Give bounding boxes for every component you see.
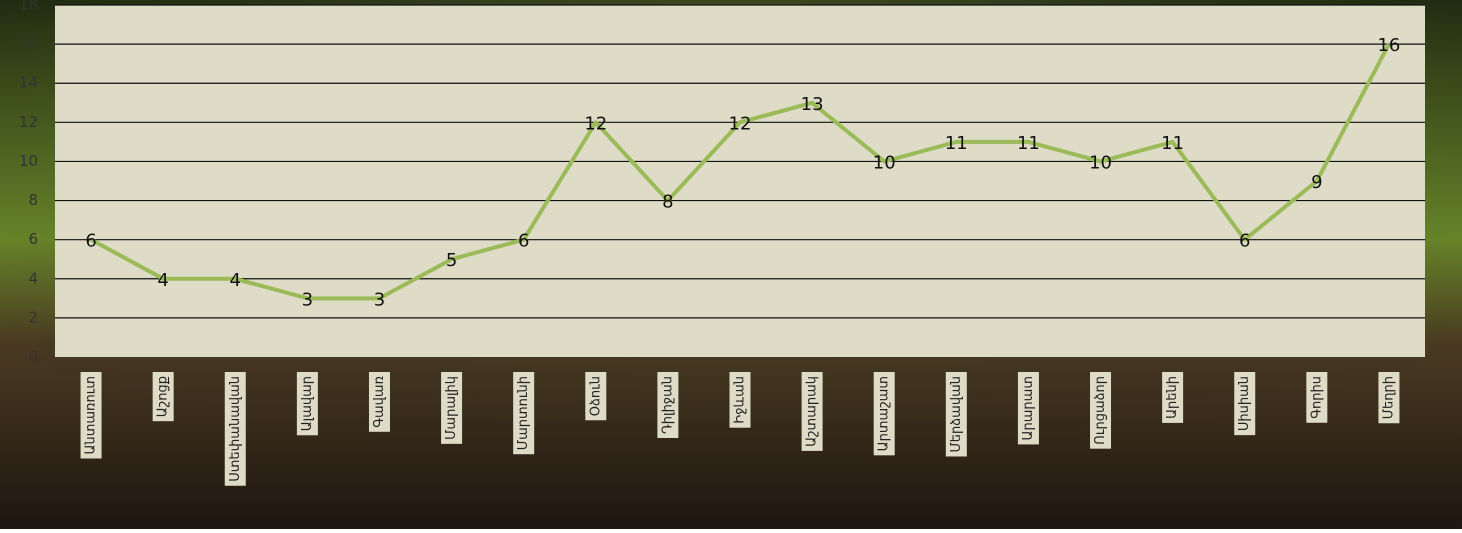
y-tick-label: 0 (28, 348, 38, 366)
y-tick-label: 12 (19, 113, 38, 131)
x-tick-group: Իջևան (729, 372, 751, 428)
x-tick-label: Օձուն (588, 376, 603, 416)
data-label: 11 (1161, 133, 1184, 154)
y-tick-label: 8 (28, 191, 38, 209)
y-tick-label: 6 (28, 230, 38, 248)
data-label: 11 (1017, 133, 1040, 154)
x-tick-label: Մարտունի (516, 376, 531, 450)
x-tick-label: Անտառուտ (84, 376, 99, 455)
x-tick-box (513, 372, 535, 455)
x-tick-label: Դիլիջան (660, 376, 675, 434)
x-tick-group: Աշոցք (152, 372, 174, 422)
line (90, 43, 1391, 301)
x-tick-label: Մարալիկ (444, 376, 459, 440)
x-tick-group: Մեղրի (1378, 372, 1400, 424)
x-tick-box (1234, 372, 1256, 436)
x-tick-box (729, 372, 751, 428)
x-tick-box (224, 372, 246, 486)
x-tick-group: Անտառուտ (80, 372, 102, 459)
x-tick-label: Արտաշատ (877, 376, 892, 451)
x-tick-label: Մեղրի (1381, 376, 1396, 419)
data-label: 5 (446, 250, 457, 271)
data-label: 6 (85, 231, 96, 252)
x-tick-group: Գավառ (368, 372, 390, 432)
x-tick-label: Ալավար (300, 376, 315, 431)
plot-area (55, 5, 1425, 357)
x-tick-group: Ստեփանավան (224, 372, 246, 486)
data-label: 3 (374, 289, 385, 310)
x-tick-box (296, 372, 318, 436)
data-label: 4 (157, 270, 168, 291)
x-tick-group: Ուրցաձոր (1090, 372, 1112, 449)
x-tick-group: Աշտարակ (801, 372, 823, 451)
data-label: 8 (662, 192, 673, 213)
y-tick-label: 4 (28, 269, 38, 287)
x-tick-box (945, 372, 967, 457)
x-tick-box (1162, 372, 1184, 423)
x-tick-box (585, 372, 607, 421)
x-tick-group: Արարատ (1017, 372, 1039, 445)
x-tick-label: Մերձավան (949, 376, 964, 452)
y-tick-label: 14 (19, 74, 38, 92)
x-tick-box (873, 372, 895, 456)
x-tick-box (801, 372, 823, 451)
x-tick-label: Իջևան (733, 376, 748, 424)
x-tick-group: Մերձավան (945, 372, 967, 457)
y-tick-label: 16 (19, 35, 38, 53)
data-label: 9 (1311, 172, 1322, 193)
y-tick-label: 2 (28, 308, 38, 326)
x-tick-box (1090, 372, 1112, 449)
data-label: 11 (945, 133, 968, 154)
x-tick-box (657, 372, 679, 438)
data-label: 6 (518, 231, 529, 252)
x-tick-label: Արարատ (1021, 376, 1036, 440)
x-tick-box (1306, 372, 1328, 423)
y-tick-label: 18 (19, 0, 38, 14)
x-tick-label: Գավառ (372, 376, 387, 428)
data-label: 12 (729, 113, 752, 134)
x-tick-group: Սիսիան (1234, 372, 1256, 436)
y-tick-label: 10 (19, 152, 38, 170)
x-tick-group: Արտաշատ (873, 372, 895, 456)
x-tick-label: Աշտարակ (805, 376, 820, 447)
x-tick-box (441, 372, 463, 444)
x-tick-label: Ստեփանավան (228, 376, 243, 482)
data-label: 10 (1089, 152, 1112, 173)
data-label: 3 (302, 289, 313, 310)
x-tick-group: Դիլիջան (657, 372, 679, 438)
x-tick-box (1017, 372, 1039, 445)
x-tick-label: Սիսիան (1237, 376, 1252, 431)
x-tick-box (152, 372, 174, 422)
x-tick-label: Գորիս (1309, 376, 1324, 419)
data-label: 6 (1239, 231, 1250, 252)
data-label: 4 (230, 270, 241, 291)
x-tick-group: Մարալիկ (441, 372, 463, 444)
data-label: 12 (584, 113, 607, 134)
x-tick-label: Արենի (1165, 376, 1180, 419)
data-label: 10 (873, 152, 896, 173)
data-label: 13 (801, 94, 824, 115)
x-tick-group: Արենի (1162, 372, 1184, 423)
data-label: 16 (1377, 35, 1400, 56)
x-tick-group: Օձուն (585, 372, 607, 421)
x-tick-label: Աշոցք (156, 376, 171, 417)
x-tick-box (1378, 372, 1400, 424)
x-tick-box (80, 372, 102, 459)
x-tick-group: Գորիս (1306, 372, 1328, 423)
x-tick-group: Մարտունի (513, 372, 535, 455)
x-tick-group: Ալավար (296, 372, 318, 436)
x-tick-box (368, 372, 390, 432)
x-tick-label: Ուրցաձոր (1093, 376, 1108, 445)
